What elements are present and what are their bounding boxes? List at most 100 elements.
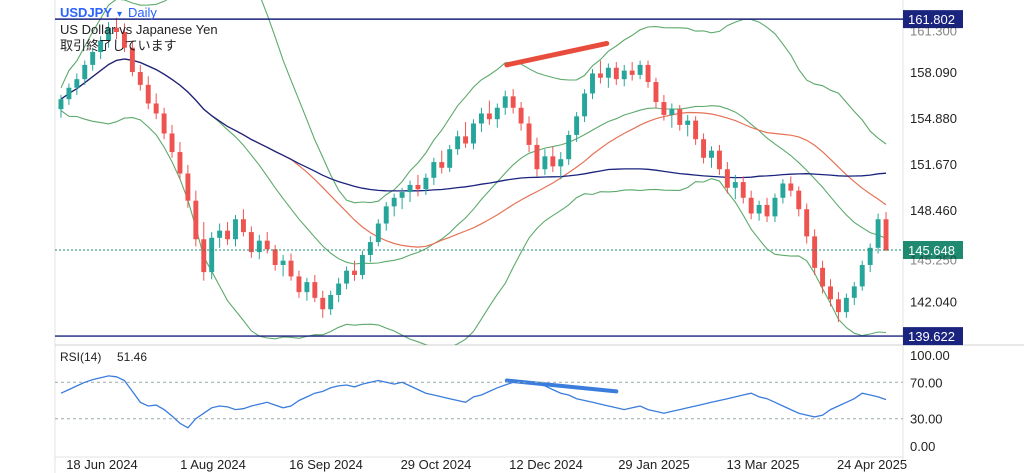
candle-body xyxy=(843,297,849,313)
candle xyxy=(439,150,445,174)
candle xyxy=(58,94,64,118)
candle xyxy=(645,60,651,88)
candle xyxy=(486,100,492,125)
interval-label[interactable]: Daily xyxy=(128,5,157,20)
candle xyxy=(391,193,397,217)
candle xyxy=(661,94,667,121)
candle xyxy=(407,180,413,203)
candle xyxy=(367,236,373,263)
candle-body xyxy=(463,136,469,144)
candle-body xyxy=(209,237,215,273)
rsi-axis[interactable]: 100.00 70.00 30.00 0.00 xyxy=(910,348,950,454)
candle-body xyxy=(137,72,143,85)
candle xyxy=(843,293,849,318)
price-tick-label: 142.040 xyxy=(910,295,957,310)
candle xyxy=(209,232,215,280)
candle xyxy=(772,193,778,223)
candle-body xyxy=(645,64,651,83)
candle-body xyxy=(510,96,516,108)
candle xyxy=(256,234,262,260)
rsi-tick-label: 100.00 xyxy=(910,348,950,363)
candle xyxy=(272,244,278,271)
candle xyxy=(621,64,627,87)
candle-body xyxy=(812,236,818,268)
candle xyxy=(748,190,754,220)
candle-body xyxy=(161,113,167,134)
candle-body xyxy=(637,64,643,75)
candle-body xyxy=(447,149,453,168)
candle-body xyxy=(835,299,841,313)
candle xyxy=(518,102,524,131)
rsi-tick-label: 70.00 xyxy=(910,375,943,390)
candle xyxy=(693,116,699,145)
candle xyxy=(106,22,112,48)
candle-body xyxy=(582,93,588,117)
last-price-label: 145.648 xyxy=(908,243,955,258)
candle-body xyxy=(883,219,889,251)
horizontal-levels[interactable]: 161.802 139.622 145.648 xyxy=(55,10,963,346)
time-tick-label: 24 Apr 2025 xyxy=(837,457,907,472)
candle-body xyxy=(653,82,659,103)
candle xyxy=(597,60,603,84)
candle-body xyxy=(550,156,556,167)
candle xyxy=(534,137,540,177)
candle xyxy=(582,89,588,123)
candle-body xyxy=(828,286,833,300)
candle xyxy=(344,266,350,290)
candle xyxy=(740,176,746,204)
candle xyxy=(756,200,762,221)
chevron-down-icon[interactable]: ▾ xyxy=(117,9,122,20)
candle-body xyxy=(272,249,278,265)
candle xyxy=(82,60,88,85)
candle xyxy=(653,77,659,108)
candle xyxy=(701,133,707,164)
price-tick-label: 158.090 xyxy=(910,65,957,80)
candle xyxy=(431,157,437,185)
candle xyxy=(550,146,556,173)
candle-body xyxy=(233,219,238,240)
candle xyxy=(526,116,532,153)
candle-body xyxy=(58,99,64,110)
candle-body xyxy=(558,159,564,167)
candle-body xyxy=(772,197,778,217)
candle xyxy=(669,103,675,128)
time-axis[interactable]: 18 Jun 2024 1 Aug 2024 16 Sep 2024 29 Oct 2… xyxy=(66,457,907,472)
rsi-pane[interactable] xyxy=(55,375,903,429)
candle xyxy=(121,23,127,53)
candle-body xyxy=(304,282,310,293)
candle xyxy=(415,174,421,197)
candle-body xyxy=(732,182,738,188)
candle-body xyxy=(169,133,175,153)
candle-body xyxy=(328,294,334,310)
candle xyxy=(320,290,326,318)
candle xyxy=(875,213,881,254)
candle-body xyxy=(98,40,104,53)
rsi-tick-label: 0.00 xyxy=(910,439,935,454)
price-pane[interactable] xyxy=(58,0,889,348)
candle-body xyxy=(431,162,437,178)
level-tag xyxy=(903,10,963,29)
candle xyxy=(471,119,476,150)
price-tick-label: 154.880 xyxy=(910,111,957,126)
candle-body xyxy=(859,264,865,287)
candle-body xyxy=(764,204,770,217)
candle xyxy=(328,290,334,315)
rsi-label: RSI(14) xyxy=(60,350,101,364)
candle xyxy=(114,17,119,40)
candle-body xyxy=(296,276,302,293)
candle-body xyxy=(605,67,611,78)
candle-body xyxy=(542,156,548,170)
candle xyxy=(383,202,389,231)
price-axis[interactable]: 158.090 154.880 151.670 148.460 142.040 161.3… xyxy=(910,23,957,309)
candle xyxy=(510,89,516,114)
candle xyxy=(788,176,794,197)
candle xyxy=(804,203,810,244)
candle-body xyxy=(375,223,381,243)
candle-body xyxy=(621,70,627,80)
candle xyxy=(185,164,191,208)
candle-body xyxy=(867,247,873,265)
candle-body xyxy=(336,283,342,295)
candle xyxy=(685,114,691,137)
symbol-label[interactable]: USDJPY xyxy=(60,5,112,20)
